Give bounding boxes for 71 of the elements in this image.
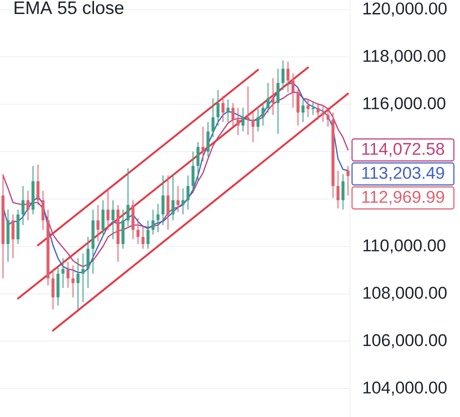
candlestick (171, 174, 174, 221)
candlestick (26, 190, 30, 221)
text: 112,969.99 (362, 190, 444, 205)
candlestick (271, 78, 274, 116)
candlestick (76, 258, 80, 310)
candlestick (306, 99, 310, 118)
candlestick (256, 108, 260, 132)
candlestick (106, 188, 110, 230)
candlestick (36, 164, 40, 206)
candlestick (236, 107, 240, 136)
candlestick (296, 87, 300, 126)
candlestick (166, 174, 170, 230)
candlestick (346, 165, 350, 196)
candlestick (286, 61, 290, 93)
candlestick (241, 107, 244, 132)
candlestick (146, 220, 150, 250)
candlestick (112, 200, 114, 240)
candlestick (86, 236, 90, 288)
candlestick (136, 218, 140, 244)
candlestick (206, 122, 210, 157)
candlestick (181, 188, 184, 215)
candlestick (186, 174, 190, 210)
candlestick (12, 214, 14, 259)
candlestick (141, 226, 144, 250)
candlestick (22, 186, 24, 226)
candlestick (191, 151, 194, 194)
y-tick-label: 120,000.00 (363, 2, 447, 16)
candlestick (126, 168, 130, 227)
candlestick (226, 99, 230, 122)
candlestick (6, 209, 10, 262)
candlestick (231, 102, 234, 128)
candlestick (62, 258, 64, 288)
candlestick (176, 186, 180, 212)
candlestick (326, 107, 330, 128)
candlestick (161, 174, 164, 226)
candlestick (291, 72, 294, 108)
data-label: 114,072.58 (362, 142, 444, 157)
y-tick-label: 110,000.00 (363, 239, 446, 254)
candlestick (301, 98, 304, 122)
candlestick (122, 209, 124, 250)
candlestick (151, 209, 154, 236)
candlestick (156, 203, 160, 233)
candlestick (316, 102, 320, 120)
candlestick (281, 60, 284, 90)
y-tick-label: 106,000.00 (363, 334, 447, 348)
candlestick (321, 104, 324, 122)
candlestick (341, 174, 344, 210)
candlestick (196, 142, 200, 182)
candlestick (251, 112, 254, 143)
candlestick (66, 261, 70, 288)
candlestick (102, 200, 104, 238)
candlestick (72, 264, 74, 298)
candlestick (52, 268, 54, 310)
candlestick (42, 190, 44, 230)
candlestick (82, 253, 84, 303)
candlestick (276, 68, 280, 134)
candlestick (56, 264, 60, 306)
y-tick-label: 116,000.00 (363, 97, 446, 112)
candlestick (261, 102, 264, 126)
data-label: 113,203.49 (362, 166, 444, 181)
candlestick (266, 82, 270, 113)
candlestick (96, 204, 100, 242)
candlestick (211, 98, 214, 138)
candlestick (201, 126, 204, 162)
candlestick (221, 96, 224, 122)
y-tick-label: 108,000.00 (363, 286, 447, 301)
y-tick-label: 104,000.00 (363, 382, 447, 396)
y-tick-label: 118,000.00 (363, 50, 446, 64)
candlestick (216, 90, 220, 126)
candlestick (336, 170, 340, 209)
chart-title: EMA 55 close (14, 0, 124, 14)
